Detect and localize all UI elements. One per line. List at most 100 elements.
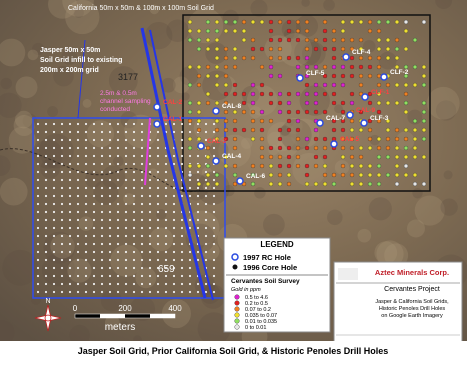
hole-label: CAL-7	[326, 115, 346, 122]
sample	[100, 186, 104, 190]
sample	[140, 234, 144, 238]
company: Aztec Minerals Corp.	[375, 268, 449, 277]
sample	[156, 186, 160, 190]
sample	[36, 194, 40, 198]
sample	[52, 258, 56, 262]
terrain-patch	[378, 51, 397, 70]
sample	[140, 162, 144, 166]
sample	[68, 170, 72, 174]
sample	[52, 162, 56, 166]
terrain-patch	[254, 187, 266, 199]
terrain-patch	[443, 170, 453, 180]
sample	[156, 258, 160, 262]
drill-holes: CLF-4 CLF-5 CLF-2 CLF-1 CAL-9 CAL-7 CLF-3 CAL-5…	[153, 49, 409, 185]
sample	[322, 91, 328, 97]
terrain-patch	[435, 0, 453, 10]
sample	[44, 122, 48, 126]
sample	[36, 154, 40, 158]
terrain-patch	[0, 92, 22, 118]
sample	[92, 266, 96, 270]
sample	[140, 282, 144, 286]
sample	[84, 130, 88, 134]
sample	[52, 130, 56, 134]
sample	[259, 82, 265, 88]
sample	[295, 28, 301, 34]
sample	[60, 274, 64, 278]
sample	[358, 163, 364, 169]
sample	[358, 73, 364, 79]
sample	[304, 163, 310, 169]
sample	[100, 210, 104, 214]
callout: 200m x 200m grid	[40, 67, 99, 74]
sample	[132, 266, 136, 270]
sample	[340, 136, 346, 142]
sample	[132, 146, 136, 150]
sample	[421, 109, 427, 115]
sample	[187, 64, 193, 70]
sample	[268, 118, 274, 124]
sample	[60, 122, 64, 126]
terrain-patch	[187, 8, 224, 44]
sample	[205, 64, 211, 70]
sample	[286, 55, 292, 61]
sample	[180, 242, 184, 246]
sample	[156, 202, 160, 206]
sample	[140, 186, 144, 190]
sample	[52, 178, 56, 182]
sample	[164, 290, 168, 294]
sample	[44, 130, 48, 134]
sample	[187, 82, 193, 88]
sample	[68, 290, 72, 294]
sample	[116, 146, 120, 150]
hole-label: CLF-4	[352, 49, 371, 56]
sample	[376, 118, 382, 124]
sample	[196, 118, 202, 124]
terrain-patch	[73, 7, 84, 18]
sample	[277, 46, 283, 52]
sample	[68, 154, 72, 158]
sample	[84, 138, 88, 142]
sample	[232, 145, 238, 151]
sample	[214, 55, 220, 61]
sample	[277, 19, 283, 25]
legend-symbol	[231, 263, 239, 271]
sample	[164, 170, 168, 174]
sample	[44, 274, 48, 278]
terrain-patch	[280, 118, 312, 151]
sample	[277, 127, 283, 133]
sample	[268, 91, 274, 97]
hole-label: CAL-2	[163, 99, 183, 106]
sample	[100, 194, 104, 198]
terrain-patch	[161, 299, 191, 329]
sample	[268, 172, 274, 178]
legend-entry: 0 to 0.01	[245, 325, 266, 331]
sample	[331, 55, 337, 61]
sample	[214, 118, 220, 124]
sample	[100, 202, 104, 206]
sample	[148, 138, 152, 142]
sample	[232, 136, 238, 142]
sample	[100, 178, 104, 182]
sample	[44, 138, 48, 142]
sample	[394, 100, 400, 106]
sample	[268, 28, 274, 34]
terrain-patch	[357, 228, 372, 243]
sample	[340, 163, 346, 169]
terrain-patch	[209, 140, 229, 160]
drill-hole	[360, 119, 368, 127]
legend-entry: 0.07 to 0.2	[245, 307, 271, 313]
sample	[223, 82, 229, 88]
sample	[116, 178, 120, 182]
sample	[132, 242, 136, 246]
legend-entry: 1997 RC Hole	[243, 253, 291, 262]
sample	[412, 154, 418, 160]
sample	[36, 258, 40, 262]
sample	[259, 154, 265, 160]
terrain-patch	[296, 15, 319, 38]
sample	[140, 242, 144, 246]
sample	[100, 290, 104, 294]
sample	[172, 186, 176, 190]
sample	[394, 55, 400, 61]
sample	[204, 290, 208, 294]
terrain-patch	[292, 152, 326, 187]
